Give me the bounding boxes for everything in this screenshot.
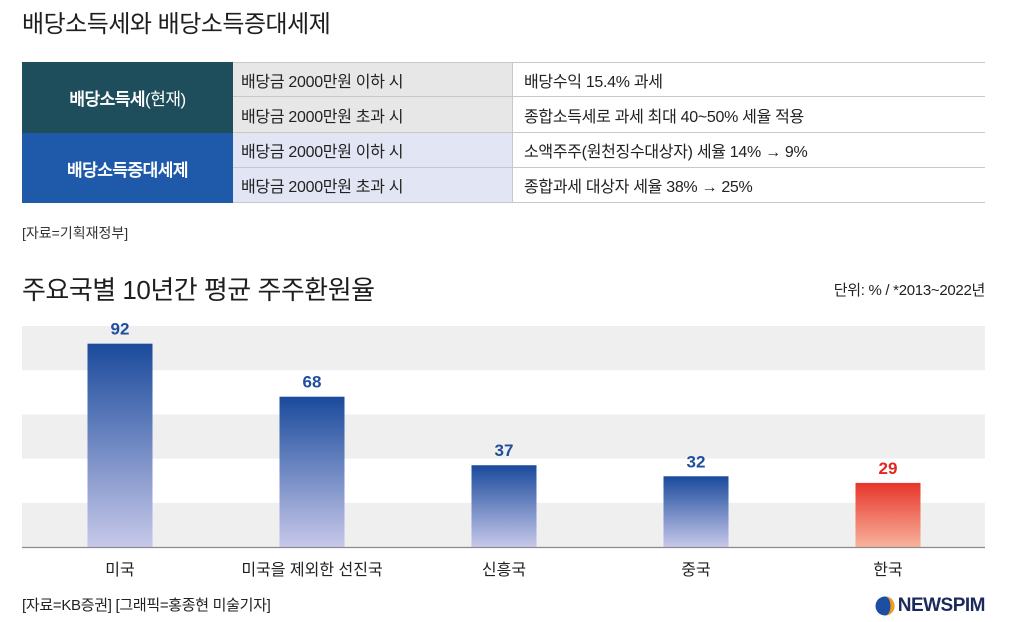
bar	[87, 343, 153, 547]
value-labels: 92 68 37 32 29	[111, 320, 898, 478]
group-label-dividend-income-tax: 배당소득세 (현재)	[22, 62, 233, 133]
tax-comparison-table: 배당소득세 (현재) 배당금 2000만원 이하 시 배당수익 15.4% 과세 …	[22, 62, 985, 203]
category-label: 미국을 제외한 선진국	[241, 561, 382, 579]
newspim-logo: NEWSPIM	[875, 595, 986, 617]
chart-unit-note: 단위: % / *2013~2022년	[833, 282, 986, 299]
value-label: 32	[687, 452, 706, 471]
bar	[663, 476, 729, 547]
bar	[855, 482, 921, 547]
bar	[471, 465, 537, 547]
group-label-text: 배당소득세	[69, 90, 146, 109]
footer-credits: [자료=KB증권] [그래픽=홍종현 미술기자]	[22, 597, 271, 614]
condition-cell: 배당금 2000만원 이하 시	[233, 62, 512, 97]
chart-title: 주요국별 10년간 평균 주주환원율	[22, 275, 375, 305]
category-label: 신흥국	[482, 561, 526, 579]
detail-cell: 배당수익 15.4% 과세	[512, 62, 985, 97]
group-label-text: 배당소득증대세제	[66, 160, 189, 180]
grid-band	[22, 414, 985, 459]
bars	[87, 343, 921, 547]
value-label: 29	[879, 459, 898, 478]
detail-cell: 종합과세 대상자 세율 38% → 25%	[512, 168, 985, 203]
group-label-note: (현재)	[145, 90, 186, 109]
table-source-note: [자료=기획재정부]	[22, 225, 129, 241]
grid-band	[22, 326, 985, 371]
detail-cell: 종합소득세로 과세 최대 40~50% 세율 적용	[512, 97, 985, 133]
category-label: 미국	[105, 561, 134, 579]
value-label: 68	[303, 373, 322, 392]
detail-cell: 소액주주(원천징수대상자) 세율 14% → 9%	[512, 133, 985, 168]
condition-cell: 배당금 2000만원 초과 시	[233, 97, 512, 133]
category-labels: 미국 미국을 제외한 선진국 신흥국 중국 한국	[105, 561, 902, 579]
newspim-logo-icon	[875, 596, 895, 616]
category-label: 한국	[873, 561, 902, 579]
group-label-dividend-income-increase-tax: 배당소득증대세제	[22, 133, 233, 203]
value-label: 37	[495, 441, 514, 460]
bar	[279, 396, 345, 547]
condition-cell: 배당금 2000만원 초과 시	[233, 168, 512, 203]
logo-wordmark: NEWSPIM	[897, 595, 986, 616]
condition-cell: 배당금 2000만원 이하 시	[233, 133, 512, 168]
page-title: 배당소득세와 배당소득증대세제	[22, 11, 331, 38]
logo-circle	[875, 596, 895, 616]
logo-crescent	[884, 596, 895, 616]
value-label: 92	[111, 320, 130, 339]
category-label: 중국	[681, 562, 710, 579]
bar-chart: 92 68 37 32 29 미국 미국을 제외한 선진국 신흥국 중국 한국	[22, 320, 985, 579]
